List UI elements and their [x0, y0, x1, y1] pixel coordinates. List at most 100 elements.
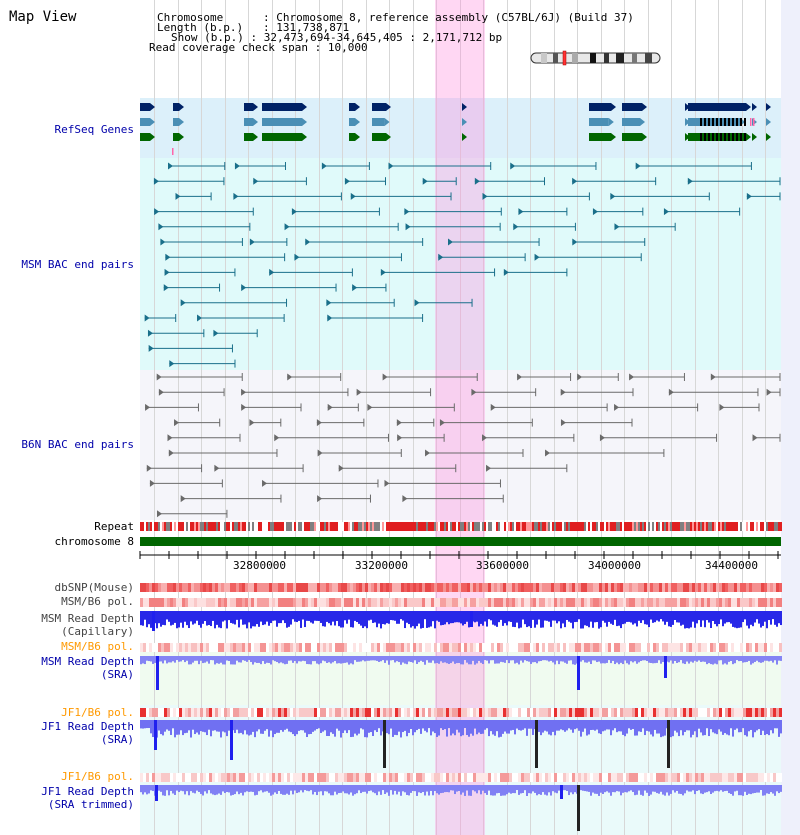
heat-cell [449, 708, 452, 717]
heat-cell [473, 643, 476, 652]
heat-cell [749, 598, 752, 607]
heat-cell [299, 598, 302, 607]
depth-bar [248, 720, 250, 736]
repeat-segment [686, 522, 688, 531]
depth-bar [222, 656, 224, 665]
depth-bar [406, 611, 408, 623]
gene-feature [140, 118, 150, 126]
depth-bar [724, 720, 726, 734]
repeat-segment [674, 522, 676, 531]
repeat-segment [336, 522, 338, 531]
depth-bar [612, 656, 614, 661]
depth-bar [640, 611, 642, 623]
depth-bar [550, 611, 552, 627]
depth-bar [414, 720, 416, 733]
depth-bar [662, 720, 664, 737]
depth-bar [494, 656, 496, 664]
repeat-segment [540, 522, 542, 531]
depth-bar [558, 785, 560, 791]
depth-bar [516, 656, 518, 663]
bac-pair-end [396, 419, 402, 427]
bac-pair-end [388, 162, 394, 170]
depth-bar [522, 656, 524, 663]
depth-bar [332, 656, 334, 663]
bac-pair-end [752, 434, 758, 442]
repeat-segment [530, 522, 532, 531]
map-area[interactable] [139, 0, 782, 835]
repeat-segment [524, 522, 526, 531]
heat-cell [443, 643, 446, 652]
heat-cell [662, 598, 665, 607]
depth-bar [622, 785, 624, 793]
depth-bar [192, 785, 194, 793]
depth-bar [512, 720, 514, 730]
bac-pair-end [158, 388, 164, 396]
heat-cell [194, 773, 197, 782]
heat-cell [437, 708, 440, 717]
label-msm-bac[interactable]: MSM BAC end pairs [21, 258, 134, 271]
bac-pair-end [291, 208, 297, 216]
depth-bar [426, 611, 428, 628]
heat-cell [260, 643, 263, 652]
depth-bar [332, 611, 334, 622]
depth-bar [680, 656, 682, 661]
depth-bar [636, 720, 638, 736]
repeat-segment [452, 522, 454, 531]
heat-cell [443, 773, 446, 782]
heat-cell [206, 643, 209, 652]
depth-bar [204, 785, 206, 792]
label-refseq-genes[interactable]: RefSeq Genes [54, 123, 134, 136]
depth-bar [144, 720, 146, 729]
depth-bar [770, 611, 772, 625]
heat-cell [431, 708, 434, 717]
heat-cell [209, 583, 212, 592]
heat-cell [701, 583, 704, 592]
depth-bar [774, 611, 776, 625]
heat-cell [230, 583, 233, 592]
heat-cell [545, 643, 548, 652]
heat-cell [266, 598, 269, 607]
heat-cell [398, 598, 401, 607]
heat-cell [560, 773, 563, 782]
heat-cell [395, 773, 398, 782]
heat-cell [347, 583, 350, 592]
heat-cell [539, 643, 542, 652]
depth-bar [410, 785, 412, 793]
heat-cell [356, 708, 359, 717]
heat-cell [584, 643, 587, 652]
label-msm-b6-pol: MSM/B6 pol. [61, 595, 134, 608]
depth-bar [400, 656, 402, 665]
depth-bar [334, 785, 336, 792]
depth-bar [478, 656, 480, 661]
depth-bar [394, 720, 396, 735]
depth-bar [288, 720, 290, 732]
label-jf1-depth-trim-2: (SRA trimmed) [47, 798, 134, 811]
depth-bar [444, 656, 446, 663]
depth-bar [702, 656, 704, 662]
depth-bar [186, 656, 188, 661]
depth-bar [602, 656, 604, 664]
bac-pair-end [422, 177, 428, 185]
map-graphics[interactable] [139, 0, 782, 835]
depth-bar [248, 656, 250, 661]
heat-cell [596, 773, 599, 782]
label-b6n-bac[interactable]: B6N BAC end pairs [21, 438, 134, 451]
heat-cell [707, 583, 710, 592]
selected-region-highlight[interactable] [435, 0, 485, 835]
gene-feature [244, 133, 253, 141]
gene-arrow [150, 118, 155, 126]
ruler-tick: 32800000 [233, 559, 286, 572]
gene-arrow [253, 118, 258, 126]
depth-bar [170, 611, 172, 626]
grid-line [695, 0, 696, 835]
depth-bar [428, 656, 430, 663]
heat-cell [410, 773, 413, 782]
depth-bar [628, 656, 630, 665]
heat-cell [290, 773, 293, 782]
heat-cell [266, 773, 269, 782]
exon-mark [708, 133, 710, 141]
heat-cell [767, 598, 770, 607]
depth-bar [706, 720, 708, 729]
heat-cell [617, 598, 620, 607]
